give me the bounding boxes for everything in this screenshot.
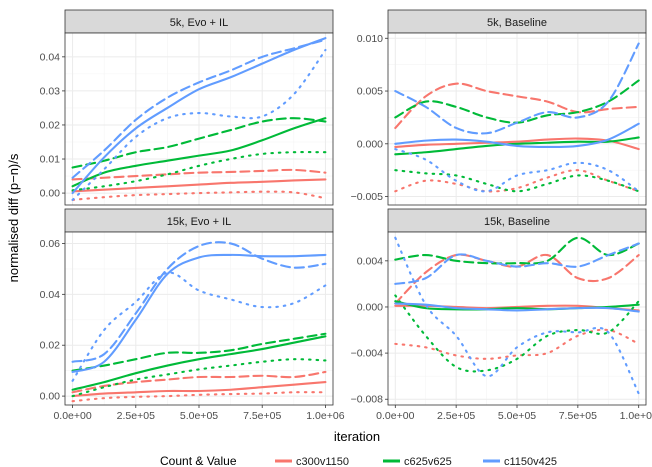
y-tick-label: 0.01 [40,154,61,166]
series-line-c1150v425-solid [71,37,327,195]
y-tick-label: 0.02 [40,340,61,352]
series-line-c625v625-solid [71,117,327,188]
facet-strip-label: 5k, Evo + IL [170,17,228,29]
facet-panel-1: 5k, Evo + IL 0.00 0.01 0.02 0.03 0.04 [40,9,334,206]
series-line-c625v625-solid [71,335,327,391]
y-tick-label: −0.005 [351,191,384,203]
legend-item-c1150v425: c1150v425 [483,456,557,467]
facet-panel-4: 15k, Baseline −0.008 −0.004 0.000 0.004 0.0e+… [351,208,652,422]
x-tick-label: 5.0e+05 [180,410,218,422]
y-tick-label: −0.008 [351,394,384,406]
facet-panel-3: 15k, Evo + IL 0.00 0.02 0.04 0.06 0.0e+00 2.5e… [40,208,345,422]
series-line-c1150v425-dotted [71,48,327,201]
panels-layer: 5k, Evo + IL 0.00 0.01 0.02 0.03 0.04 5k, Base… [40,9,652,422]
x-axis-title: iteration [334,429,380,444]
x-tick-label: 7.5e+05 [559,410,597,422]
panel-border [64,32,334,206]
series-line-c1150v425-dashed [394,42,640,135]
x-tick-label: 5.0e+05 [498,410,536,422]
series-line-c1150v425-dotted [394,236,640,395]
y-tick-label: 0.000 [357,138,383,150]
series-line-c1150v425-dashed [394,242,640,285]
series-line-c625v625-dashed [394,236,640,265]
x-tick-label: 2.5e+05 [437,410,475,422]
series-line-c625v625-dotted [71,151,327,192]
facet-panel-2: 5k, Baseline −0.005 0.000 0.005 0.010 [351,9,647,206]
series-line-c300v1150-solid [394,137,640,151]
series-line-c625v625-dashed [71,117,327,169]
y-tick-label: 0.000 [357,301,383,313]
series-line-c300v1150-dotted [394,169,640,193]
y-tick-label: 0.02 [40,119,61,131]
series-line-c300v1150-dotted [71,190,327,201]
x-tick-label: 1.0e+06 [306,410,344,422]
facet-strip-label: 5k, Baseline [487,17,547,29]
series-line-c625v625-dotted [71,358,327,398]
series-line-c625v625-dotted [394,294,640,373]
series-line-c1150v425-solid [394,122,640,149]
legend-title: Count & Value [160,454,237,467]
x-tick-label: 1.0e+06 [620,410,652,422]
y-tick-label: 0.06 [40,238,61,250]
series-line-c1150v425-solid [394,302,640,313]
series-line-c1150v425-dashed [71,241,327,363]
series-line-c300v1150-dotted [71,391,327,403]
y-tick-label: 0.00 [40,188,61,200]
legend-label: c625v625 [404,456,452,467]
series-line-c625v625-dashed [71,332,327,372]
legend-item-c300v1150: c300v1150 [275,456,349,467]
y-tick-label: 0.005 [357,86,383,98]
y-tick-label: −0.004 [351,348,384,360]
y-tick-label: 0.04 [40,289,61,301]
series-line-c300v1150-solid [71,381,327,398]
series-line-c300v1150-dotted [394,328,640,360]
series-line-c300v1150-dashed [394,82,640,130]
panel-border [387,32,647,206]
series-line-c1150v425-solid [71,253,327,373]
legend-item-c625v625: c625v625 [383,456,452,467]
x-tick-label: 2.5e+05 [117,410,155,422]
y-tick-label: 0.04 [40,51,61,63]
series-line-c1150v425-dotted [394,148,640,193]
series-line-c1150v425-dashed [71,38,327,179]
y-axis-title: normalised diff (p−n)/s [6,153,21,282]
series-line-c1150v425-dotted [71,271,327,382]
legend-label: c300v1150 [296,456,349,467]
series-line-c625v625-dotted [394,169,640,193]
x-tick-label: 7.5e+05 [243,410,281,422]
y-tick-label: 0.00 [40,391,61,403]
legend-label: c1150v425 [504,456,557,467]
y-tick-label: 0.010 [357,33,383,45]
facet-strip-label: 15k, Evo + IL [167,216,232,228]
series-line-c300v1150-dashed [71,168,327,181]
x-tick-label: 0.0e+00 [53,410,91,422]
y-tick-label: 0.03 [40,85,61,97]
facet-strip-label: 15k, Baseline [484,216,550,228]
legend: Count & Value c300v1150 c625v625 c1150v425 [160,454,557,467]
series-line-c300v1150-dashed [71,370,327,394]
x-tick-label: 0.0e+00 [376,410,414,422]
y-tick-label: 0.004 [357,255,383,267]
series-line-c300v1150-solid [71,178,327,193]
